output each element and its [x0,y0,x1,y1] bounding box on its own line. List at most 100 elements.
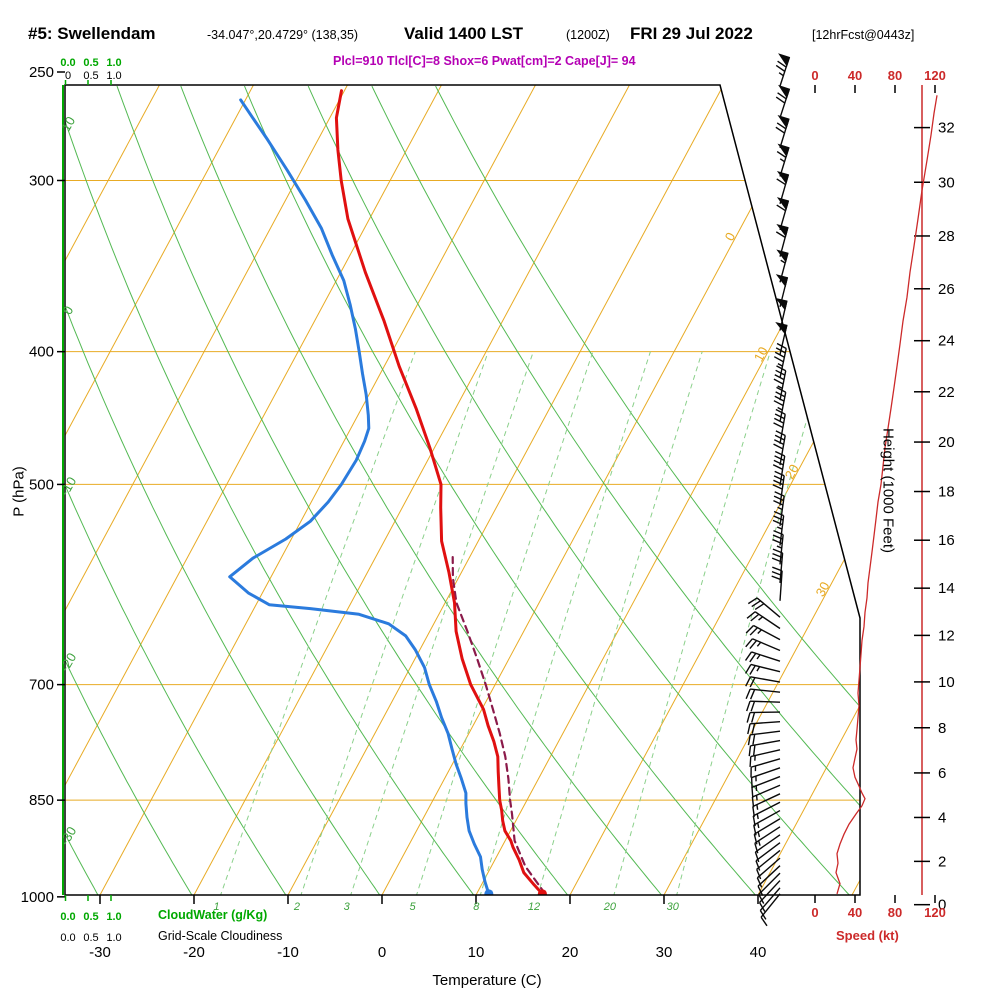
isotherm-line [475,85,860,895]
dry-adiabat-label: -30 [57,824,79,848]
height-tick-label: 22 [938,384,955,401]
cloudiness-scale-bottom: 1.0 [106,932,121,944]
wind-barb [756,857,781,888]
isotherm-line [99,85,536,895]
height-tick-label: 26 [938,281,955,298]
temperature-tick-label: 0 [378,944,386,961]
speed-tick-label-bottom: 120 [924,905,946,920]
wind-barb [771,548,784,583]
cloudiness-scale-bottom: 0.5 [83,932,98,944]
wind-barb [776,197,790,231]
height-tick-label: 14 [938,580,955,597]
cloudiness-axis-label: Grid-Scale Cloudiness [158,929,283,943]
cloudwater-scale-top: 0.0 [60,57,75,69]
temperature-tick-label: -20 [183,944,205,961]
height-tick-label: 28 [938,228,955,245]
isotherm-label: 20 [782,462,802,482]
dry-adiabat-line [65,85,288,895]
isotherm-line [663,85,860,895]
temperature-tick-label: 20 [562,944,579,961]
wind-barb [756,849,781,880]
wind-barb [775,53,791,87]
wind-barb [773,491,785,526]
temperature-tick-label: -30 [89,944,111,961]
mixing-ratio-line [612,351,771,895]
dry-adiabat-line [65,85,194,895]
dry-adiabat-line [180,85,664,895]
mixing-ratio-label: 1 [213,901,219,913]
speed-tick-label-top: 40 [848,68,862,83]
surface-dewpoint-dot [484,889,494,895]
cloudiness-scale-bottom: 0.0 [60,932,75,944]
mixing-ratio-label: 3 [344,901,351,913]
height-axis-label: Height (1000 Feet) [879,427,897,554]
plot-border [64,84,861,896]
mixing-ratio-line [349,351,534,895]
valid-date: FRI 29 Jul 2022 [630,24,753,43]
wind-barb [747,597,781,618]
mixing-ratio-label: 30 [667,901,680,913]
wind-barb [747,720,781,735]
dry-adiabat-line [244,85,758,895]
wind-barb [744,663,781,675]
pressure-tick-label: 400 [29,344,54,361]
wind-barb [745,638,781,652]
isotherm-line [65,85,442,895]
surface-temp-dot [537,889,547,895]
wind-barb [744,651,781,663]
station-coords: -34.047°,20.4729° (138,35) [207,28,359,42]
wind-barb [772,450,786,486]
dry-adiabat-line [65,85,476,895]
mixing-ratio-line [536,351,703,895]
speed-tick-label-top: 0 [811,68,818,83]
cloudwater-scale-bottom: 0.0 [60,911,75,923]
wind-barb [775,322,788,355]
mixing-ratio-label: 12 [528,901,540,913]
isotherm-label: 0 [722,230,739,243]
cloudiness-scale-top: 0 [65,70,71,82]
temperature-tick-label: 30 [656,944,673,961]
wind-barb [755,842,781,871]
speed-axis-label: Speed (kt) [836,928,899,943]
parcel-curve [451,556,547,895]
speed-tick-label-top: 120 [924,68,946,83]
wind-barb [775,115,790,149]
wind-barb [771,566,783,601]
pressure-tick-label: 1000 [21,889,54,906]
dry-adiabat-label: -10 [57,474,79,498]
cloudwater-scale-bottom: 0.5 [83,911,98,923]
mixing-ratio-label: 8 [473,901,480,913]
speed-tick-label-bottom: 40 [848,905,862,920]
speed-tick-label-bottom: 0 [811,905,818,920]
cloudwater-scale-bottom: 1.0 [106,911,121,923]
wind-speed-curve [835,95,938,895]
wind-barb [758,880,781,912]
mixing-ratio-label: 2 [293,901,300,913]
dry-adiabat-label: -20 [57,650,79,674]
cloudiness-scale-top: 0.5 [83,70,98,82]
mixing-ratio-line [479,351,651,895]
isotherm-label: 30 [813,579,833,599]
speed-tick-label-top: 80 [888,68,902,83]
valid-zulu: (1200Z) [566,28,610,42]
height-tick-label: 2 [938,853,946,870]
wind-barb [745,624,781,641]
isotherm-line [287,85,724,895]
dry-adiabat-line [371,85,860,895]
wind-barb [750,767,781,789]
height-tick-label: 10 [938,674,955,691]
wind-barb [745,688,781,700]
mixing-ratio-line [219,351,416,895]
wind-barb [754,834,781,863]
pressure-tick-label: 500 [29,476,54,493]
wind-barb [748,739,781,757]
isotherm-line [65,85,254,895]
wind-barb [749,749,781,767]
wind-barb [745,676,781,688]
pressure-axis-label: P (hPa) [10,466,28,517]
isotherm-line [569,85,860,895]
pressure-tick-label: 300 [29,172,54,189]
isotherm-line [193,85,630,895]
wind-barb [772,529,784,565]
